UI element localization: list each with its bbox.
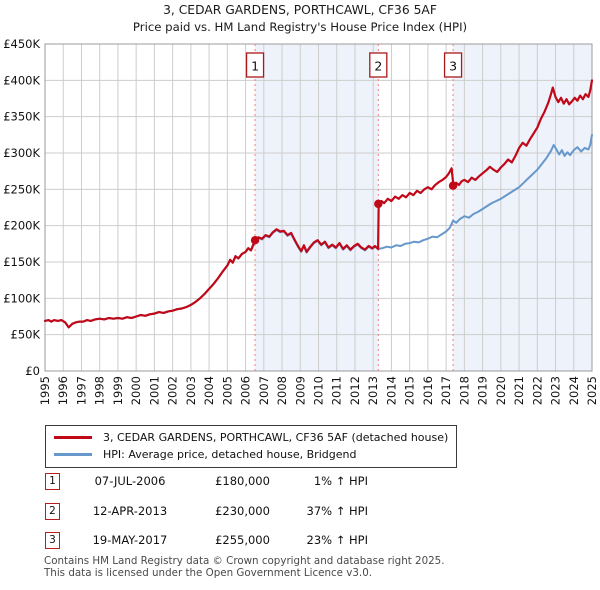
sale-hpi-delta: 37% ↑ HPI [306,504,368,518]
x-tick-label: 2008 [275,376,289,405]
page-title: 3, CEDAR GARDENS, PORTHCAWL, CF36 5AF [163,3,437,17]
sale-hpi-delta: 1% ↑ HPI [313,474,368,488]
plot-border [44,43,593,372]
sale-markers [250,181,458,245]
x-tick-label: 1996 [56,376,70,405]
x-tick-label: 2006 [239,376,253,405]
y-tick-label: £350K [3,110,40,124]
x-tick-label: 2004 [202,376,216,405]
x-tick-label: 2023 [549,376,563,405]
transaction-row: 3 19-MAY-2017 £255,000 23% ↑ HPI [45,532,375,552]
x-tick-label: 2001 [147,376,161,405]
sale-marker-box [369,52,388,78]
sale-marker-box [443,52,463,78]
y-tick-label: £400K [3,73,40,87]
x-tick-label: 2015 [403,376,417,405]
y-tick-label: £100K [3,291,40,305]
transaction-row: 2 12-APR-2013 £230,000 37% ↑ HPI [45,503,375,523]
sale-date: 19-MAY-2017 [92,533,168,547]
sale-marker-dot [374,199,383,209]
y-tick-label: £300K [3,146,40,160]
y-tick-label: £250K [3,182,40,196]
page-subtitle: Price paid vs. HM Land Registry's House … [132,20,468,34]
sale-marker-dot [448,181,458,190]
plot-frame [44,43,593,372]
x-tick-label: 2025 [585,376,599,405]
ownership-band [453,44,592,371]
y-tick-label: £450K [3,37,40,51]
x-tick-label: 2022 [530,376,544,405]
x-tick-label: 2012 [348,376,362,405]
sale-marker-number: 3 [449,59,457,74]
property-line-swatch [54,436,92,439]
sale-marker-dot [250,236,260,245]
x-tick-label: 2011 [330,376,344,405]
x-tick-label: 2010 [312,376,326,405]
y-tick-label: £150K [3,255,40,269]
ownership-band [255,44,379,371]
sale-number-badge: 3 [45,532,60,549]
legend-label: HPI: Average price, detached house, Brid… [103,448,357,461]
sale-hpi-delta: 23% ↑ HPI [306,533,368,547]
sale-number-badge: 1 [45,473,60,490]
x-tick-label: 2020 [494,376,508,405]
x-tick-label: 2018 [457,376,471,405]
legend-item-hpi: HPI: Average price, detached house, Brid… [46,446,456,463]
y-tick-label: £200K [3,219,40,233]
footer-line-1: Contains HM Land Registry data © Crown c… [44,555,445,567]
x-tick-label: 2016 [421,376,435,405]
legend-item-property: 3, CEDAR GARDENS, PORTHCAWL, CF36 5AF (d… [46,429,456,446]
hpi-line-swatch [54,453,92,456]
y-axis-labels: £0 £50K £100K £150K £200K £250K £300K £350K £400… [3,37,40,378]
sale-number-badge: 2 [45,503,60,520]
x-tick-label: 1998 [93,376,107,405]
x-tick-label: 2017 [439,376,453,405]
x-tick-label: 1999 [111,376,125,405]
sale-marker-number: 1 [251,59,259,74]
legend-label: 3, CEDAR GARDENS, PORTHCAWL, CF36 5AF (d… [103,431,449,444]
x-tick-label: 2013 [366,376,380,405]
sale-date: 07-JUL-2006 [94,474,166,488]
sale-price: £255,000 [215,533,270,547]
sale-price: £230,000 [215,504,270,518]
sale-marker-box [245,52,265,78]
x-tick-label: 1995 [38,376,52,405]
x-tick-label: 1997 [74,376,88,405]
license-footer: Contains HM Land Registry data © Crown c… [44,555,445,579]
x-tick-label: 2021 [512,376,526,405]
price-chart: 1 2 3£0£50K£100K£150K£200K£250K£300K£350K£… [3,37,599,405]
footer-line-2: This data is licensed under the Open Gov… [44,566,373,579]
x-tick-label: 2003 [184,376,198,405]
y-tick-label: £0 [25,364,40,378]
chart-legend: 3, CEDAR GARDENS, PORTHCAWL, CF36 5AF (d… [45,425,457,468]
sale-date: 12-APR-2013 [92,504,168,518]
series-lines [43,79,594,329]
x-tick-label: 2014 [384,376,398,405]
x-tick-label: 2007 [257,376,271,405]
x-tick-label: 2024 [567,376,581,405]
ownership-period-bands [255,44,592,371]
x-tick-label: 2000 [129,376,143,405]
y-tick-label: £50K [11,328,41,342]
x-tick-label: 2019 [476,376,490,405]
property-price-line [43,79,594,329]
transaction-row: 1 07-JUL-2006 £180,000 1% ↑ HPI [45,473,375,493]
x-tick-label: 2005 [220,376,234,405]
x-tick-label: 2002 [166,376,180,405]
x-tick-label: 2009 [293,376,307,405]
sale-price: £180,000 [215,474,270,488]
x-axis-labels: 1995 1996 1997 1998 1999 2000 2001 2002 2003 2004… [38,376,599,405]
sale-marker-labels: 1 2 3 [245,52,463,78]
sale-marker-number: 2 [374,59,382,74]
